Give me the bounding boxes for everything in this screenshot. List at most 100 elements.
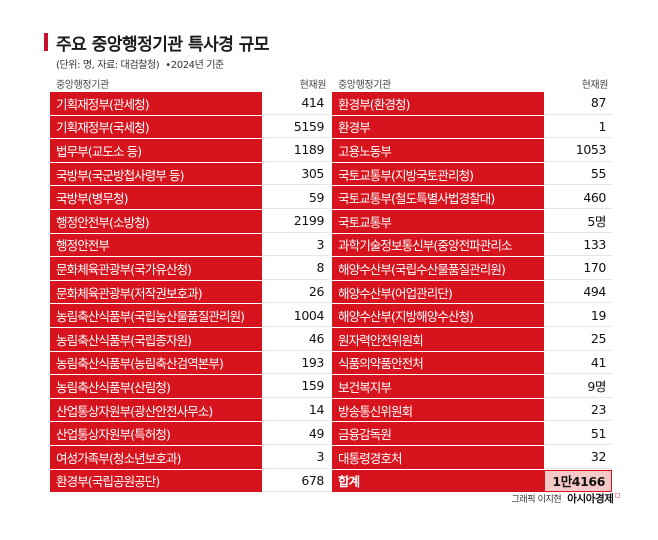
agency-name: 국방부(국군방첩사령부 등): [50, 162, 262, 186]
table-row: 환경부(환경청) 87: [332, 92, 612, 116]
current-count: 460: [544, 186, 612, 209]
current-count: 55: [544, 162, 612, 186]
current-count: 414: [262, 92, 330, 115]
table-row: 문화체육관광부(저작권보호과) 26: [50, 280, 330, 305]
table-row: 보건복지부 9명: [332, 375, 612, 399]
agency-name: 국토교통부: [332, 209, 544, 233]
agency-name: 산업통상자원부(광산안전사무소): [50, 398, 262, 422]
table-row: 산업통상자원부(특허청) 49: [50, 422, 330, 446]
current-count: 9명: [544, 375, 612, 398]
current-count: 1004: [262, 304, 330, 327]
agency-name: 문화체육관광부(저작권보호과): [50, 280, 262, 304]
table-row: 농림축산식품부(국립종자원) 46: [50, 327, 330, 352]
current-count: 59: [262, 186, 330, 209]
total-label: 합계: [332, 469, 544, 493]
page-title: 주요 중앙행정기관 특사경 규모: [56, 35, 270, 55]
agency-name: 행정안전부(소방청): [50, 209, 262, 233]
table-row: 방송통신위원회 23: [332, 398, 612, 423]
table-row: 농림축산식품부(농림축산검역본부) 193: [50, 351, 330, 376]
current-count: 170: [544, 257, 612, 280]
table-row: 문화체육관광부(국가유산청) 8: [50, 257, 330, 281]
agency-name: 행정안전부: [50, 233, 262, 257]
credit: 그래픽 이지현 아시아경제 ◻: [511, 490, 621, 506]
subtitle: (단위: 명, 자료: 대검찰청) •2024년 기준: [56, 56, 224, 71]
table-row: 여성가족부(청소년보호과) 3: [50, 445, 330, 470]
current-count: 49: [262, 422, 330, 445]
table-row: 행정안전부(소방청) 2199: [50, 209, 330, 234]
agency-name: 농림축산식품부(농림축산검역본부): [50, 351, 262, 375]
current-count: 5명: [544, 209, 612, 233]
agency-name: 농림축산식품부(산림청): [50, 375, 262, 398]
subtitle-unit: (단위: 명, 자료: 대검찰청): [56, 60, 160, 71]
current-count: 51: [544, 422, 612, 445]
agency-name: 농림축산식품부(국립종자원): [50, 327, 262, 351]
agency-name: 해양수산부(지방해양수산청): [332, 304, 544, 327]
current-count: 305: [262, 162, 330, 186]
table-row: 환경부 1: [332, 115, 612, 140]
header-agency: 중앙행정기관: [56, 80, 109, 91]
agency-name: 과학기술정보통신부(중앙전파관리소: [332, 233, 544, 257]
table-row: 기획재정부(관세청) 414: [50, 92, 330, 116]
table-row: 해양수산부(지방해양수산청) 19: [332, 304, 612, 328]
current-count: 193: [262, 351, 330, 375]
table-row: 금융감독원 51: [332, 422, 612, 446]
table-row: 대통령경호처 32: [332, 445, 612, 470]
agency-name: 국토교통부(지방국토관리청): [332, 162, 544, 186]
table-row: 행정안전부 3: [50, 233, 330, 258]
agency-name: 보건복지부: [332, 375, 544, 398]
total-value: 1만4166: [544, 469, 612, 493]
table-row: 식품의약품안전처 41: [332, 351, 612, 376]
agency-name: 산업통상자원부(특허청): [50, 422, 262, 445]
agency-name: 여성가족부(청소년보호과): [50, 445, 262, 469]
table-row: 농림축산식품부(국립농산물품질관리원) 1004: [50, 304, 330, 328]
current-count: 3: [262, 445, 330, 469]
agency-name: 국토교통부(철도특별사법경찰대): [332, 186, 544, 209]
current-count: 26: [262, 280, 330, 304]
agency-name: 기획재정부(국세청): [50, 115, 262, 139]
right-table: 중앙행정기관 현재원 환경부(환경청) 87 환경부 1 고용노동부 1053 국토교통부(…: [332, 76, 612, 494]
agency-name: 해양수산부(어업관리단): [332, 280, 544, 304]
table-row: 법무부(교도소 등) 1189: [50, 139, 330, 163]
current-count: 159: [262, 375, 330, 398]
table-row: 국토교통부 5명: [332, 209, 612, 234]
agency-name: 금융감독원: [332, 422, 544, 445]
left-table-rows: 기획재정부(관세청) 414 기획재정부(국세청) 5159 법무부(교도소 등) 118…: [50, 92, 330, 494]
table-row: 해양수산부(어업관리단) 494: [332, 280, 612, 305]
left-table: 중앙행정기관 현재원 기획재정부(관세청) 414 기획재정부(국세청) 5159 법무…: [50, 76, 330, 494]
table-row: 산업통상자원부(광산안전사무소) 14: [50, 398, 330, 423]
agency-name: 해양수산부(국립수산물품질관리원): [332, 257, 544, 280]
current-count: 3: [262, 233, 330, 257]
current-count: 87: [544, 92, 612, 115]
agency-name: 환경부: [332, 115, 544, 139]
current-count: 46: [262, 327, 330, 351]
total-row: 합계 1만4166: [332, 469, 612, 494]
logo-mark-icon: ◻: [614, 490, 621, 499]
agency-name: 국방부(병무청): [50, 186, 262, 209]
credit-text: 그래픽 이지현: [511, 495, 562, 505]
table-row: 기획재정부(국세청) 5159: [50, 115, 330, 140]
table-row: 농림축산식품부(산림청) 159: [50, 375, 330, 399]
current-count: 23: [544, 398, 612, 422]
table-row: 국토교통부(철도특별사법경찰대) 460: [332, 186, 612, 210]
table-row: 해양수산부(국립수산물품질관리원) 170: [332, 257, 612, 281]
current-count: 133: [544, 233, 612, 257]
current-count: 25: [544, 327, 612, 351]
subtitle-note: •2024년 기준: [165, 60, 224, 71]
current-count: 1: [544, 115, 612, 139]
current-count: 41: [544, 351, 612, 375]
header-agency: 중앙행정기관: [338, 80, 391, 91]
header-current: 현재원: [299, 80, 327, 91]
agency-name: 원자력안전위원회: [332, 327, 544, 351]
agency-name: 문화체육관광부(국가유산청): [50, 257, 262, 280]
current-count: 8: [262, 257, 330, 280]
table-row: 고용노동부 1053: [332, 139, 612, 163]
agency-name: 기획재정부(관세청): [50, 92, 262, 115]
table-row: 국방부(병무청) 59: [50, 186, 330, 210]
current-count: 14: [262, 398, 330, 422]
table-row: 과학기술정보통신부(중앙전파관리소 133: [332, 233, 612, 258]
title-block: 주요 중앙행정기관 특사경 규모: [44, 30, 270, 55]
table-row: 국토교통부(지방국토관리청) 55: [332, 162, 612, 187]
current-count: 678: [262, 469, 330, 493]
agency-name: 환경부(환경청): [332, 92, 544, 115]
current-count: 32: [544, 445, 612, 469]
